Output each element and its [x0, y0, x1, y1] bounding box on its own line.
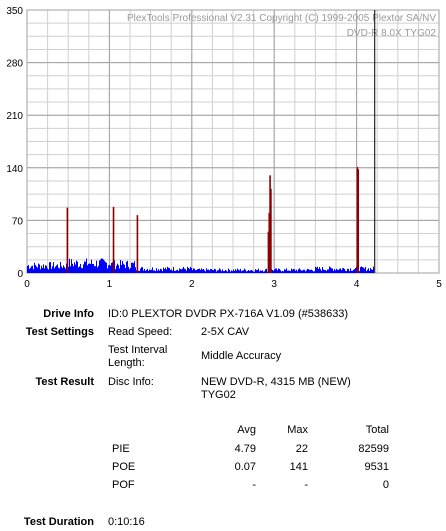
x-tick-label: 0: [24, 279, 30, 290]
x-tick-label: 1: [107, 279, 113, 290]
stats-row-poe-name: POE: [112, 461, 136, 473]
stats-header-total: Total: [365, 424, 389, 436]
pie-bars: [27, 258, 374, 273]
chart-grid: [26, 9, 440, 274]
disc-info-label: Disc Info:: [108, 376, 154, 388]
x-tick-label: 3: [271, 279, 277, 290]
stats-row-pie-max: 22: [295, 443, 308, 455]
disc-info-line2: TYG02: [201, 389, 236, 401]
y-tick-label: 140: [6, 164, 23, 175]
y-axis-ticks: 0 70 140 210 280 350: [6, 6, 23, 280]
stats-row-poe-avg: 0.07: [234, 461, 256, 473]
stats-row-pie-avg: 4.79: [234, 443, 256, 455]
test-settings-label: Test Settings: [25, 326, 94, 338]
stats-row-pof-avg: -: [252, 479, 256, 491]
x-tick-label: 5: [436, 279, 442, 290]
stats-row-pie-total: 82599: [358, 443, 389, 455]
drive-info-value: ID:0 PLEXTOR DVDR PX-716A V1.09 (#538633…: [108, 308, 349, 320]
stats-row-pof-total: 0: [382, 479, 389, 491]
test-duration-label: Test Duration: [23, 516, 94, 528]
stats-row-poe-max: 141: [289, 461, 308, 473]
test-duration-value: 0:10:16: [108, 516, 145, 528]
scan-chart: PlexTools Professional V2.31 Copyright (…: [6, 6, 442, 290]
stats-header-max: Max: [287, 424, 308, 436]
interval-value: Middle Accuracy: [201, 350, 282, 362]
stats-header-avg: Avg: [237, 424, 256, 436]
y-tick-label: 0: [17, 269, 23, 280]
read-speed-value: 2-5X CAV: [201, 326, 250, 338]
x-tick-label: 2: [189, 279, 195, 290]
y-tick-label: 350: [6, 6, 23, 17]
y-tick-label: 280: [6, 59, 23, 70]
stats-row-pie-name: PIE: [112, 443, 130, 455]
stats-row-poe-total: 9531: [364, 461, 389, 473]
interval-label-line1: Test Interval: [108, 344, 168, 356]
x-axis-ticks: 0 1 2 3 4 5: [24, 279, 442, 290]
watermark-line2: DVD-R 8.0X TYG02: [347, 28, 437, 39]
stats-row-pof-max: -: [304, 479, 308, 491]
stats-row-pof-name: POF: [112, 479, 135, 491]
test-result-label: Test Result: [35, 376, 94, 388]
poe-spikes: [66, 167, 360, 273]
x-tick-label: 4: [354, 279, 360, 290]
interval-label-line2: Length:: [108, 357, 145, 369]
read-speed-label: Read Speed:: [108, 326, 173, 338]
disc-info-line1: NEW DVD-R, 4315 MB (NEW): [201, 376, 351, 388]
drive-info-label: Drive Info: [43, 308, 94, 320]
y-tick-label: 210: [6, 111, 23, 122]
watermark-line1: PlexTools Professional V2.31 Copyright (…: [127, 13, 436, 24]
y-tick-label: 70: [12, 216, 24, 227]
